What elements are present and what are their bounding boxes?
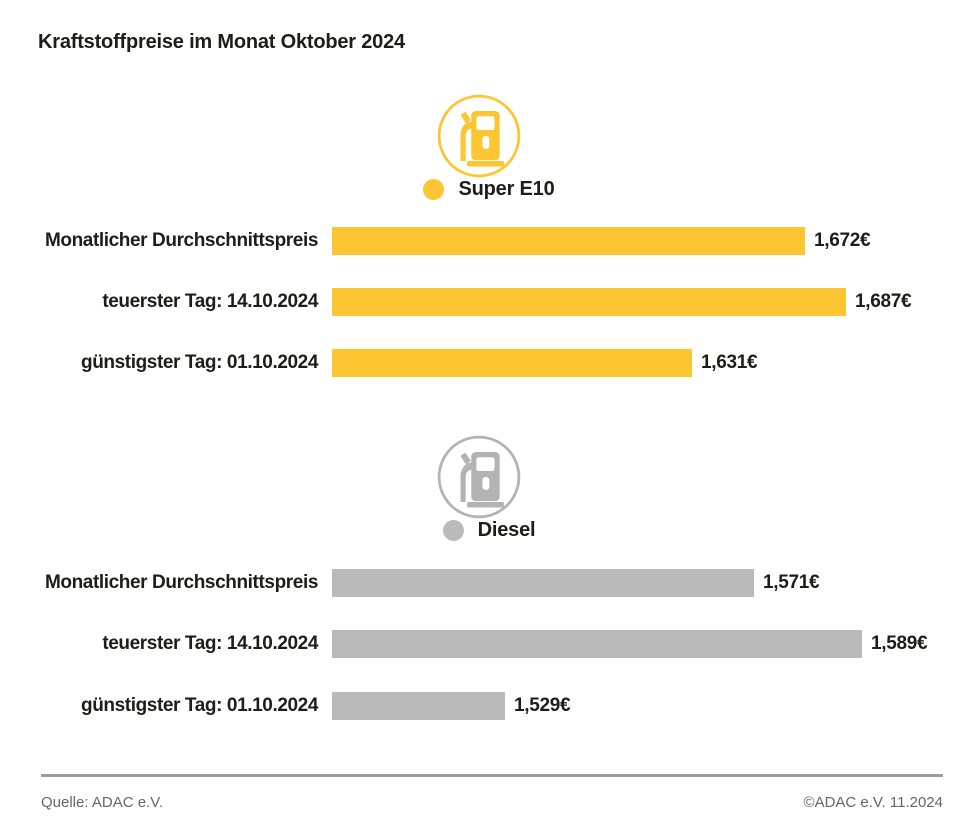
legend-super-e10: Super E10 (0, 177, 978, 201)
bar-value: 1,571€ (763, 572, 820, 593)
bar-row-diesel-average: Monatlicher Durchschnittspreis 1,571€ (0, 569, 978, 597)
bar-value: 1,687€ (855, 291, 912, 312)
bar-value: 1,529€ (514, 695, 571, 716)
footer-divider (41, 774, 943, 777)
bar-super-max (332, 288, 846, 316)
bar-row-super-average: Monatlicher Durchschnittspreis 1,672€ (0, 227, 978, 255)
bar-value: 1,631€ (701, 352, 758, 373)
bar-value: 1,589€ (871, 633, 928, 654)
bar-row-super-min: günstigster Tag: 01.10.2024 1,631€ (0, 349, 978, 377)
fuel-pump-icon (436, 434, 522, 520)
bar-label: teuerster Tag: 14.10.2024 (102, 633, 318, 654)
yellow-dot-icon (423, 178, 445, 200)
bar-label: günstigster Tag: 01.10.2024 (81, 352, 318, 373)
bar-super-min (332, 349, 692, 377)
bar-value: 1,672€ (814, 230, 871, 251)
bar-diesel-max (332, 630, 862, 658)
bar-row-diesel-min: günstigster Tag: 01.10.2024 1,529€ (0, 692, 978, 720)
bar-super-average (332, 227, 805, 255)
bar-row-diesel-max: teuerster Tag: 14.10.2024 1,589€ (0, 630, 978, 658)
legend-label-diesel: Diesel (477, 518, 536, 541)
chart-title: Kraftstoffpreise im Monat Oktober 2024 (38, 31, 405, 53)
fuel-pump-icon (436, 93, 522, 179)
bar-label: Monatlicher Durchschnittspreis (44, 230, 318, 251)
bar-diesel-min (332, 692, 505, 720)
source-text: Quelle: ADAC e.V. (41, 794, 164, 811)
copyright-text: ©ADAC e.V. 11.2024 (803, 794, 943, 811)
legend-diesel: Diesel (0, 518, 978, 542)
bar-row-super-max: teuerster Tag: 14.10.2024 1,687€ (0, 288, 978, 316)
bar-diesel-average (332, 569, 754, 597)
bar-label: teuerster Tag: 14.10.2024 (102, 291, 318, 312)
bar-label: Monatlicher Durchschnittspreis (44, 572, 318, 593)
legend-label-super-e10: Super E10 (458, 177, 555, 200)
gray-dot-icon (442, 519, 464, 541)
bar-label: günstigster Tag: 01.10.2024 (81, 695, 318, 716)
